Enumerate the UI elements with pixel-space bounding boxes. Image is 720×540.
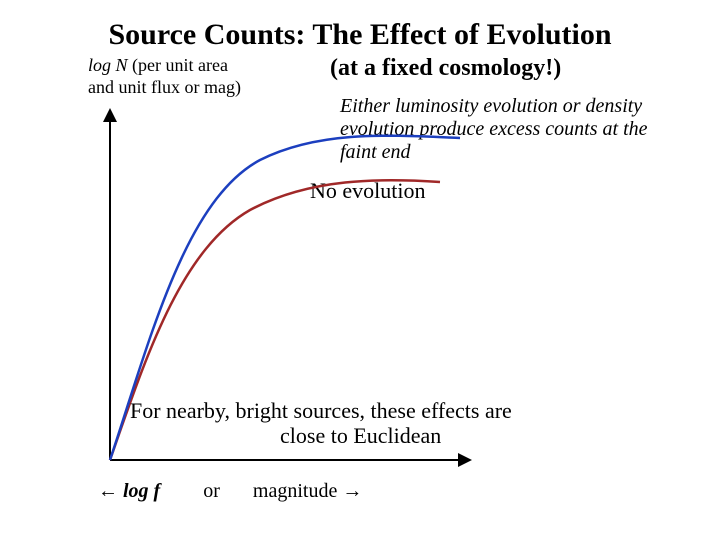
y-axis-label-logn: log N [88, 55, 128, 75]
nearby-line2: close to Euclidean [130, 423, 630, 448]
x-axis-arrow-right: → [342, 480, 362, 502]
x-axis-magnitude: magnitude [253, 480, 337, 502]
nearby-note: For nearby, bright sources, these effect… [130, 398, 630, 449]
slide-subtitle: (at a fixed cosmology!) [330, 55, 561, 82]
x-axis-arrow-left: ← [98, 480, 118, 502]
slide-title: Source Counts: The Effect of Evolution [0, 18, 720, 52]
x-axis-logf: log f [123, 480, 160, 502]
x-axis-label: ← log f or magnitude → [98, 480, 362, 503]
y-axis-label-rest2: and unit flux or mag) [88, 77, 241, 97]
slide: Source Counts: The Effect of Evolution (… [0, 0, 720, 540]
x-axis-or: or [165, 480, 248, 502]
y-axis-label: log N (per unit area and unit flux or ma… [88, 55, 241, 98]
y-axis-label-rest1: (per unit area [128, 55, 228, 75]
nearby-line1: For nearby, bright sources, these effect… [130, 398, 512, 423]
